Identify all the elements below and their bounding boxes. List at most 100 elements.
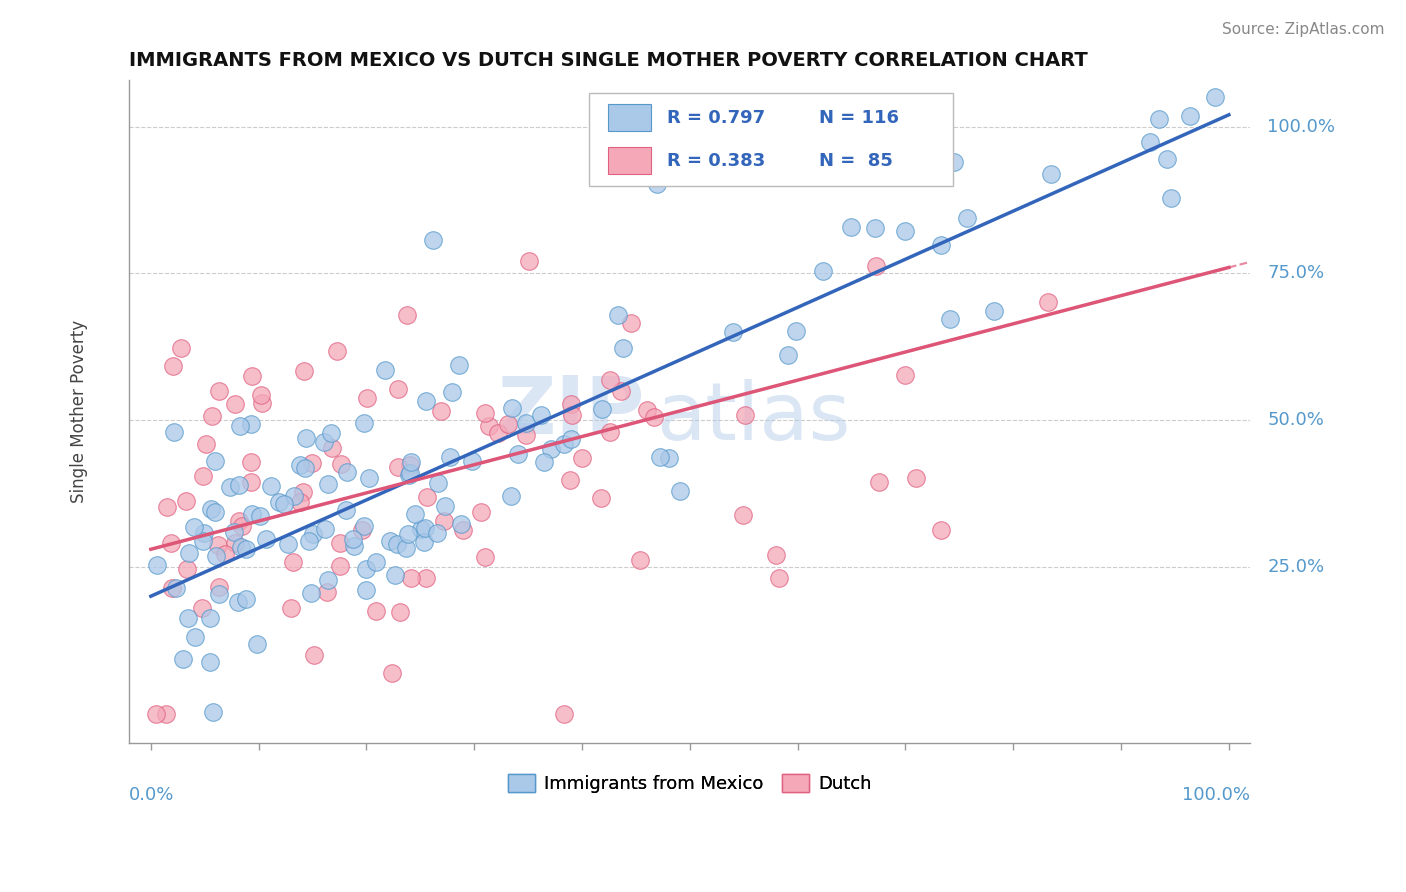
Point xyxy=(415,490,437,504)
Point xyxy=(384,568,406,582)
Point xyxy=(239,417,262,431)
FancyBboxPatch shape xyxy=(607,104,651,131)
Text: Single Mother Poverty: Single Mother Poverty xyxy=(70,319,87,503)
Point xyxy=(496,417,519,432)
Point xyxy=(204,505,226,519)
Point xyxy=(515,428,537,442)
Point xyxy=(260,479,283,493)
Point xyxy=(335,503,357,517)
Point xyxy=(385,537,408,551)
Point xyxy=(1147,112,1170,127)
Legend: Immigrants from Mexico, Dutch: Immigrants from Mexico, Dutch xyxy=(501,766,879,800)
Point xyxy=(200,656,222,670)
Point xyxy=(224,535,246,549)
Point xyxy=(359,471,381,485)
Point xyxy=(195,437,218,451)
Point xyxy=(325,343,347,358)
Point xyxy=(200,502,222,516)
Point xyxy=(145,706,167,721)
Point xyxy=(636,403,658,417)
Point xyxy=(267,494,290,508)
Point xyxy=(321,441,343,455)
Point xyxy=(160,581,183,595)
Point xyxy=(290,495,312,509)
Text: 75.0%: 75.0% xyxy=(1267,264,1324,282)
Point xyxy=(240,507,263,521)
Point xyxy=(387,459,409,474)
Point xyxy=(427,475,450,490)
Point xyxy=(571,450,593,465)
Point xyxy=(302,648,325,662)
Point xyxy=(302,526,325,541)
Point xyxy=(404,508,426,522)
Point xyxy=(470,505,492,519)
Point xyxy=(776,348,799,362)
Point xyxy=(433,514,456,528)
Point xyxy=(176,561,198,575)
Point xyxy=(240,475,263,490)
Point xyxy=(388,605,411,619)
Point xyxy=(352,523,374,537)
Point xyxy=(447,358,470,372)
Point xyxy=(235,592,257,607)
Point xyxy=(413,535,436,549)
Point xyxy=(399,458,422,473)
Point xyxy=(165,581,187,595)
Point xyxy=(177,611,200,625)
Point xyxy=(207,580,229,594)
Point xyxy=(561,409,583,423)
Point xyxy=(859,158,882,172)
Point xyxy=(364,555,387,569)
Point xyxy=(224,397,246,411)
Point xyxy=(1038,294,1060,309)
Point xyxy=(929,524,952,538)
Point xyxy=(426,526,449,541)
Point xyxy=(163,425,186,440)
Point xyxy=(607,308,630,322)
Point xyxy=(399,466,422,480)
Point xyxy=(343,539,366,553)
Point xyxy=(553,436,575,450)
Point xyxy=(378,534,401,549)
Point xyxy=(983,303,1005,318)
Text: 25.0%: 25.0% xyxy=(1267,558,1324,576)
FancyBboxPatch shape xyxy=(589,93,953,186)
Point xyxy=(461,454,484,468)
Point xyxy=(155,706,177,721)
Point xyxy=(240,368,263,383)
Point xyxy=(183,520,205,534)
Point xyxy=(198,610,221,624)
Point xyxy=(172,651,194,665)
Point xyxy=(517,254,540,268)
Point xyxy=(160,535,183,549)
Point xyxy=(1160,191,1182,205)
Point xyxy=(839,220,862,235)
Point xyxy=(643,409,665,424)
Point xyxy=(316,585,339,599)
Point xyxy=(648,450,671,464)
Point xyxy=(591,402,613,417)
Point xyxy=(329,558,352,573)
Text: R = 0.383: R = 0.383 xyxy=(668,152,766,169)
Point xyxy=(451,523,474,537)
Point xyxy=(599,425,621,440)
Point xyxy=(231,540,253,554)
Point xyxy=(894,224,917,238)
Point xyxy=(364,604,387,618)
Point xyxy=(314,523,336,537)
Point xyxy=(734,408,756,422)
Point xyxy=(283,489,305,503)
Point xyxy=(533,455,555,469)
Point xyxy=(658,451,681,466)
Point xyxy=(1180,109,1202,123)
Point xyxy=(939,312,962,326)
Point xyxy=(204,549,226,563)
Text: IMMIGRANTS FROM MEXICO VS DUTCH SINGLE MOTHER POVERTY CORRELATION CHART: IMMIGRANTS FROM MEXICO VS DUTCH SINGLE M… xyxy=(129,51,1088,70)
Point xyxy=(1139,136,1161,150)
Point xyxy=(395,541,418,555)
Point xyxy=(893,368,915,382)
Point xyxy=(669,483,692,498)
Point xyxy=(254,532,277,546)
Point xyxy=(281,555,304,569)
Point xyxy=(374,363,396,377)
